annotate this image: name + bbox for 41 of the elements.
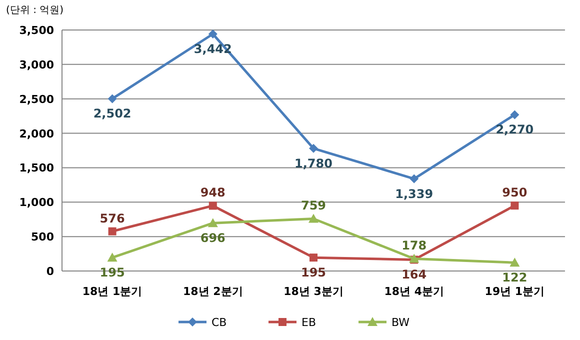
data-label: 950 <box>502 186 528 200</box>
data-label: 759 <box>300 198 326 213</box>
data-label: 948 <box>200 186 226 200</box>
y-tick-label: 1,000 <box>19 196 54 210</box>
point <box>510 202 519 210</box>
data-label: 1,339 <box>395 186 434 201</box>
y-tick-label: 1,500 <box>19 162 54 175</box>
data-label: 576 <box>100 211 125 226</box>
y-tick-label: 3,000 <box>19 58 54 72</box>
x-tick-label: 18년 4분기 <box>384 285 444 298</box>
point <box>510 258 520 267</box>
y-tick-label: 2,000 <box>19 127 54 140</box>
point <box>208 29 218 38</box>
point <box>208 202 217 210</box>
x-tick-label: 18년 1분기 <box>82 285 142 298</box>
data-label: 2,270 <box>496 122 534 137</box>
x-tick-label: 18년 3분기 <box>284 285 344 298</box>
point <box>208 218 218 228</box>
text: (단위 : 억원) <box>6 5 64 16</box>
x-tick-label: 19년 1분기 <box>484 285 545 298</box>
legend-label: CB <box>212 316 227 329</box>
y-tick-label: 2,500 <box>19 92 54 106</box>
point <box>308 214 318 223</box>
legend-label: EB <box>302 316 316 329</box>
point <box>309 144 318 153</box>
data-label: 1,780 <box>294 156 332 170</box>
point <box>107 252 118 262</box>
y-tick-label: 0 <box>46 265 54 278</box>
point <box>510 110 520 120</box>
data-label: 164 <box>402 268 427 282</box>
x-tick-label: 18년 2분기 <box>183 285 243 298</box>
y-tick-label: 3,500 <box>19 24 54 37</box>
data-label: 178 <box>402 238 427 253</box>
data-label: 2,502 <box>93 106 132 121</box>
y-tick-label: 500 <box>31 230 54 244</box>
point <box>310 254 318 262</box>
point <box>108 94 117 104</box>
data-label: 122 <box>502 270 528 285</box>
legend-label: BW <box>392 316 410 329</box>
point <box>108 227 116 236</box>
point <box>410 174 419 184</box>
